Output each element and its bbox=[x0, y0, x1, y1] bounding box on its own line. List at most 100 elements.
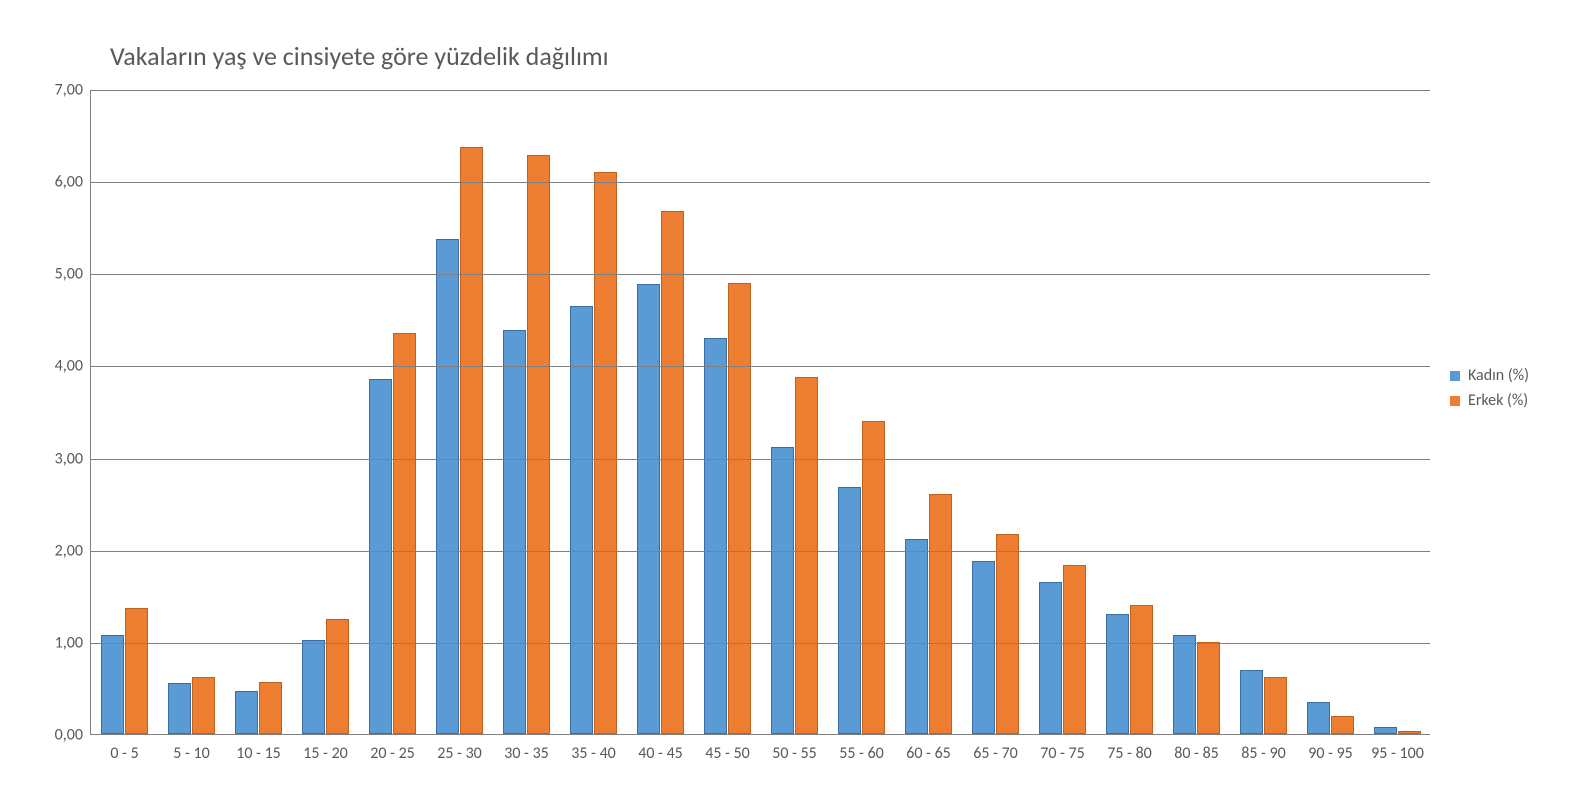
x-axis-label: 45 - 50 bbox=[705, 744, 750, 763]
x-axis-label: 95 - 100 bbox=[1371, 744, 1424, 763]
bar-erkek bbox=[728, 283, 751, 735]
bar-erkek bbox=[1197, 642, 1220, 734]
bar-erkek bbox=[661, 211, 684, 734]
bar-kadin bbox=[1374, 727, 1397, 734]
bar-group: 90 - 95 bbox=[1297, 90, 1364, 734]
bar-erkek bbox=[1331, 716, 1354, 734]
bar-kadin bbox=[503, 330, 526, 734]
bar-erkek bbox=[460, 147, 483, 734]
x-axis-label: 40 - 45 bbox=[638, 744, 683, 763]
x-axis-label: 20 - 25 bbox=[370, 744, 415, 763]
bar-group: 20 - 25 bbox=[359, 90, 426, 734]
bar-erkek bbox=[1130, 605, 1153, 734]
chart-container: Vakaların yaş ve cinsiyete göre yüzdelik… bbox=[0, 0, 1590, 805]
bar-group: 50 - 55 bbox=[761, 90, 828, 734]
x-axis-label: 60 - 65 bbox=[906, 744, 951, 763]
bar-erkek bbox=[1398, 731, 1421, 734]
x-axis-label: 90 - 95 bbox=[1308, 744, 1353, 763]
bar-group: 80 - 85 bbox=[1163, 90, 1230, 734]
y-axis-label: 2,00 bbox=[55, 541, 83, 560]
bar-erkek bbox=[125, 608, 148, 734]
grid-line bbox=[91, 274, 1430, 275]
x-axis-label: 35 - 40 bbox=[571, 744, 616, 763]
bar-erkek bbox=[192, 677, 215, 734]
bar-group: 65 - 70 bbox=[962, 90, 1029, 734]
bar-erkek bbox=[795, 377, 818, 735]
bar-group: 60 - 65 bbox=[895, 90, 962, 734]
x-axis-label: 10 - 15 bbox=[236, 744, 281, 763]
bar-kadin bbox=[972, 561, 995, 734]
bar-kadin bbox=[369, 379, 392, 734]
bars-layer: 0 - 55 - 1010 - 1515 - 2020 - 2525 - 303… bbox=[91, 90, 1430, 734]
legend-item: Kadın (%) bbox=[1450, 366, 1529, 385]
bar-group: 35 - 40 bbox=[560, 90, 627, 734]
y-axis-label: 0,00 bbox=[55, 726, 83, 745]
x-axis-label: 0 - 5 bbox=[110, 744, 138, 763]
legend-item: Erkek (%) bbox=[1450, 391, 1529, 410]
x-axis-label: 85 - 90 bbox=[1241, 744, 1286, 763]
bar-group: 40 - 45 bbox=[627, 90, 694, 734]
x-axis-label: 65 - 70 bbox=[973, 744, 1018, 763]
x-axis-label: 5 - 10 bbox=[173, 744, 209, 763]
bar-kadin bbox=[1106, 614, 1129, 734]
bar-kadin bbox=[302, 640, 325, 734]
bar-kadin bbox=[1240, 670, 1263, 735]
bar-kadin bbox=[570, 306, 593, 734]
y-axis-label: 6,00 bbox=[55, 173, 83, 192]
bar-kadin bbox=[235, 691, 258, 734]
x-axis-label: 50 - 55 bbox=[772, 744, 817, 763]
bar-kadin bbox=[704, 338, 727, 734]
y-axis-label: 7,00 bbox=[55, 81, 83, 100]
y-axis-label: 4,00 bbox=[55, 357, 83, 376]
bar-erkek bbox=[1063, 565, 1086, 734]
bar-group: 85 - 90 bbox=[1230, 90, 1297, 734]
bar-erkek bbox=[259, 682, 282, 734]
bar-group: 55 - 60 bbox=[828, 90, 895, 734]
bar-group: 70 - 75 bbox=[1029, 90, 1096, 734]
bar-kadin bbox=[905, 539, 928, 734]
x-axis-label: 55 - 60 bbox=[839, 744, 884, 763]
bar-kadin bbox=[1173, 635, 1196, 735]
legend-label: Erkek (%) bbox=[1468, 391, 1528, 410]
chart-title: Vakaların yaş ve cinsiyete göre yüzdelik… bbox=[110, 40, 609, 72]
bar-erkek bbox=[929, 494, 952, 734]
bar-kadin bbox=[771, 447, 794, 734]
legend: Kadın (%) Erkek (%) bbox=[1450, 360, 1529, 416]
bar-erkek bbox=[594, 172, 617, 734]
legend-label: Kadın (%) bbox=[1468, 366, 1529, 385]
y-axis-label: 1,00 bbox=[55, 633, 83, 652]
x-axis-label: 75 - 80 bbox=[1107, 744, 1152, 763]
bar-group: 75 - 80 bbox=[1096, 90, 1163, 734]
bar-group: 30 - 35 bbox=[493, 90, 560, 734]
bar-erkek bbox=[527, 155, 550, 734]
bar-kadin bbox=[838, 487, 861, 734]
bar-kadin bbox=[1307, 702, 1330, 734]
bar-group: 25 - 30 bbox=[426, 90, 493, 734]
bar-group: 45 - 50 bbox=[694, 90, 761, 734]
x-axis-label: 25 - 30 bbox=[437, 744, 482, 763]
x-axis-label: 70 - 75 bbox=[1040, 744, 1085, 763]
grid-line bbox=[91, 90, 1430, 91]
bar-group: 15 - 20 bbox=[292, 90, 359, 734]
bar-group: 0 - 5 bbox=[91, 90, 158, 734]
x-axis-label: 30 - 35 bbox=[504, 744, 549, 763]
grid-line bbox=[91, 459, 1430, 460]
bar-kadin bbox=[436, 239, 459, 734]
legend-swatch bbox=[1450, 371, 1460, 381]
bar-group: 10 - 15 bbox=[225, 90, 292, 734]
grid-line bbox=[91, 643, 1430, 644]
x-axis-label: 80 - 85 bbox=[1174, 744, 1219, 763]
grid-line bbox=[91, 182, 1430, 183]
bar-group: 5 - 10 bbox=[158, 90, 225, 734]
y-axis-label: 5,00 bbox=[55, 265, 83, 284]
plot-area: 0 - 55 - 1010 - 1515 - 2020 - 2525 - 303… bbox=[90, 90, 1430, 735]
bar-erkek bbox=[862, 421, 885, 734]
grid-line bbox=[91, 551, 1430, 552]
bar-kadin bbox=[1039, 582, 1062, 734]
bar-erkek bbox=[996, 534, 1019, 734]
bar-erkek bbox=[1264, 677, 1287, 734]
bar-kadin bbox=[168, 683, 191, 734]
bar-kadin bbox=[637, 284, 660, 734]
grid-line bbox=[91, 366, 1430, 367]
bar-erkek bbox=[393, 333, 416, 734]
